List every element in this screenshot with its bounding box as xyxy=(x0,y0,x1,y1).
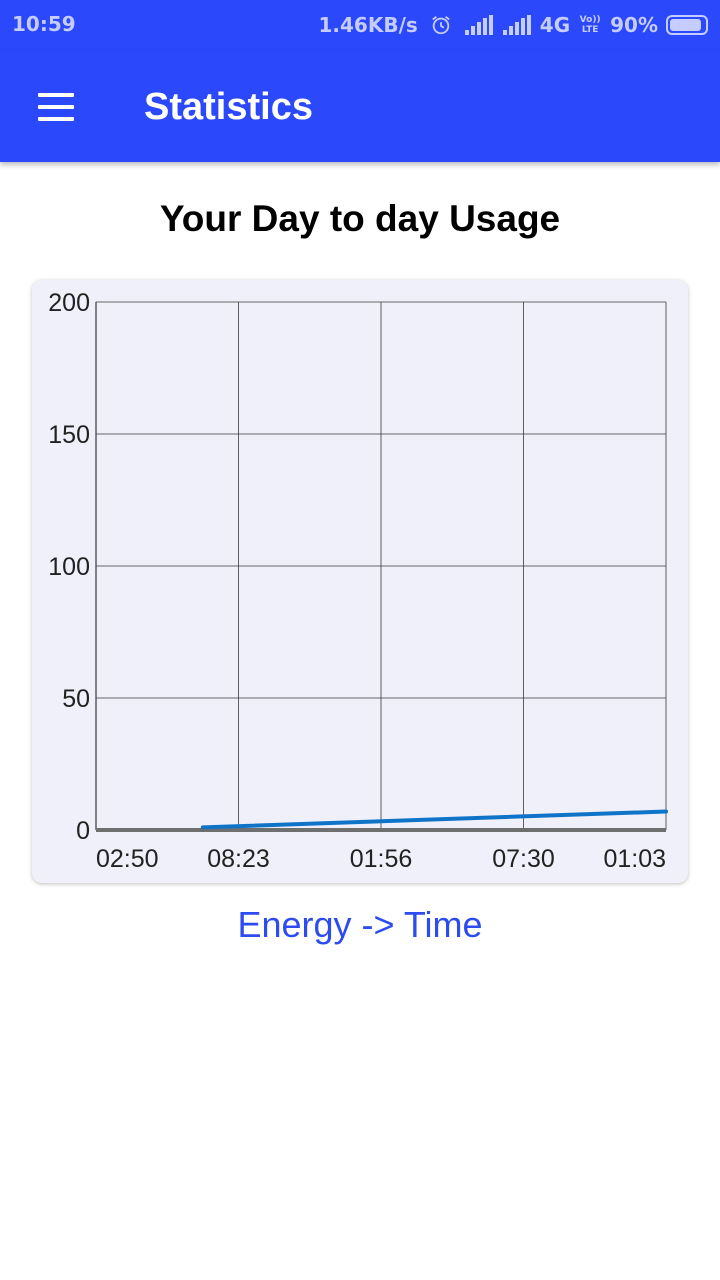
battery-percent: 90% xyxy=(610,13,658,37)
page-title: Statistics xyxy=(144,86,313,128)
chart-caption: Energy -> Time xyxy=(237,904,483,945)
status-bar: 10:59 1.46KB/s 4G Vo)) LTE 90% xyxy=(0,0,720,50)
usage-line-chart: 0 50 100 150 200 02:50 08:23 01:56 07:30 01:03 xyxy=(48,289,668,873)
network-type: 4G xyxy=(539,13,571,37)
volte-indicator: Vo)) LTE xyxy=(578,15,602,35)
signal-icon xyxy=(464,15,493,35)
battery-icon xyxy=(666,15,708,35)
series-line xyxy=(200,809,668,830)
x-tick-label: 01:56 xyxy=(350,845,413,873)
y-tick-label: 0 xyxy=(76,817,90,845)
y-tick-label: 150 xyxy=(48,421,90,449)
chart-card: 0 50 100 150 200 02:50 08:23 01:56 07:30 01:03 xyxy=(32,280,688,883)
signal-icon xyxy=(502,15,531,35)
x-tick-label: 02:50 xyxy=(96,845,159,873)
y-tick-label: 200 xyxy=(48,289,90,317)
status-time: 10:59 xyxy=(12,12,76,36)
x-tick-label: 07:30 xyxy=(492,845,555,873)
y-tick-label: 100 xyxy=(48,553,90,581)
status-icons: 1.46KB/s 4G Vo)) LTE 90% xyxy=(318,10,708,40)
hamburger-menu-icon[interactable] xyxy=(36,93,76,121)
battery-fill xyxy=(670,19,701,31)
app-bar: Statistics xyxy=(0,50,720,162)
x-tick-label: 01:03 xyxy=(603,845,666,873)
alarm-icon xyxy=(431,16,450,35)
y-tick-label: 50 xyxy=(62,685,90,713)
volte-line1: Vo)) xyxy=(579,15,601,25)
volte-line2: LTE xyxy=(581,25,599,35)
x-tick-label: 08:23 xyxy=(207,845,270,873)
network-speed: 1.46KB/s xyxy=(318,13,418,37)
chart-heading: Your Day to day Usage xyxy=(159,198,561,239)
